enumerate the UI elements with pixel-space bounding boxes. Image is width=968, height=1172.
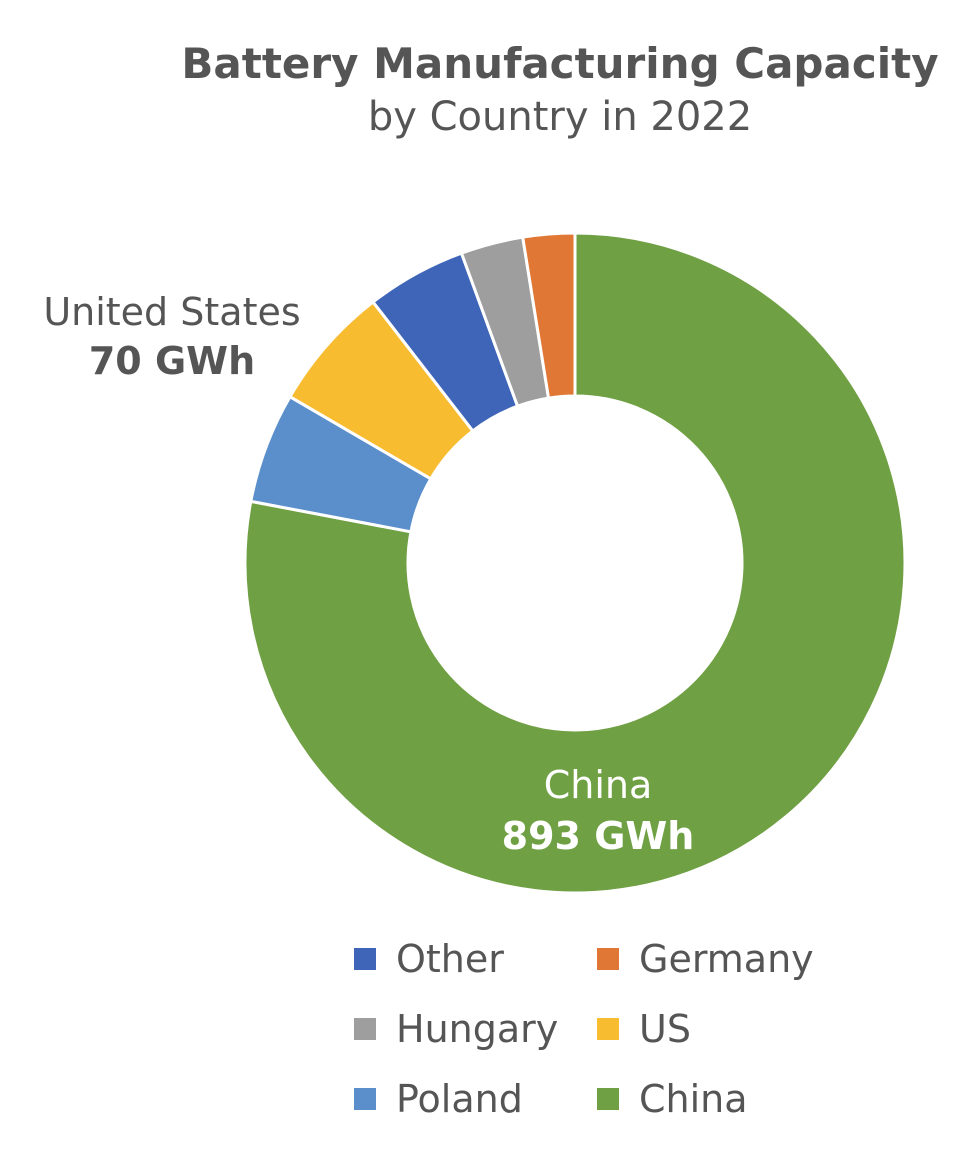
legend-swatch xyxy=(597,1018,619,1040)
legend-swatch xyxy=(354,1088,376,1110)
data-label-value-china: 893 GWh xyxy=(502,814,695,858)
slice-germany xyxy=(520,231,577,400)
legend-swatch xyxy=(354,1018,376,1040)
legend-item-us: US xyxy=(597,1004,691,1054)
legend-label: Poland xyxy=(396,1077,523,1121)
chart-title: Battery Manufacturing Capacity xyxy=(181,39,939,88)
legend-item-china: China xyxy=(597,1074,748,1124)
legend-label: Hungary xyxy=(396,1007,559,1051)
data-label-value-us: 70 GWh xyxy=(89,339,255,383)
legend-item-hungary: Hungary xyxy=(354,1004,558,1054)
legend-item-poland: Poland xyxy=(354,1074,523,1124)
legend-item-germany: Germany xyxy=(597,934,814,984)
legend-swatch xyxy=(597,948,619,970)
donut-chart: United States 70 GWh China 893 GWh xyxy=(43,231,907,895)
data-label-name-us: United States xyxy=(43,290,300,334)
chart-subtitle: by Country in 2022 xyxy=(367,94,753,140)
data-label-name-china: China xyxy=(544,763,653,807)
legend-label: Other xyxy=(396,937,504,981)
legend-item-other: Other xyxy=(354,934,504,984)
slice-china xyxy=(243,231,907,895)
legend-label: Germany xyxy=(639,937,814,981)
legend-swatch xyxy=(597,1088,619,1110)
legend-label: US xyxy=(639,1007,691,1051)
chart-legend: Other Germany Hungary US Poland China xyxy=(354,934,914,1134)
legend-swatch xyxy=(354,948,376,970)
legend-label: China xyxy=(639,1077,748,1121)
